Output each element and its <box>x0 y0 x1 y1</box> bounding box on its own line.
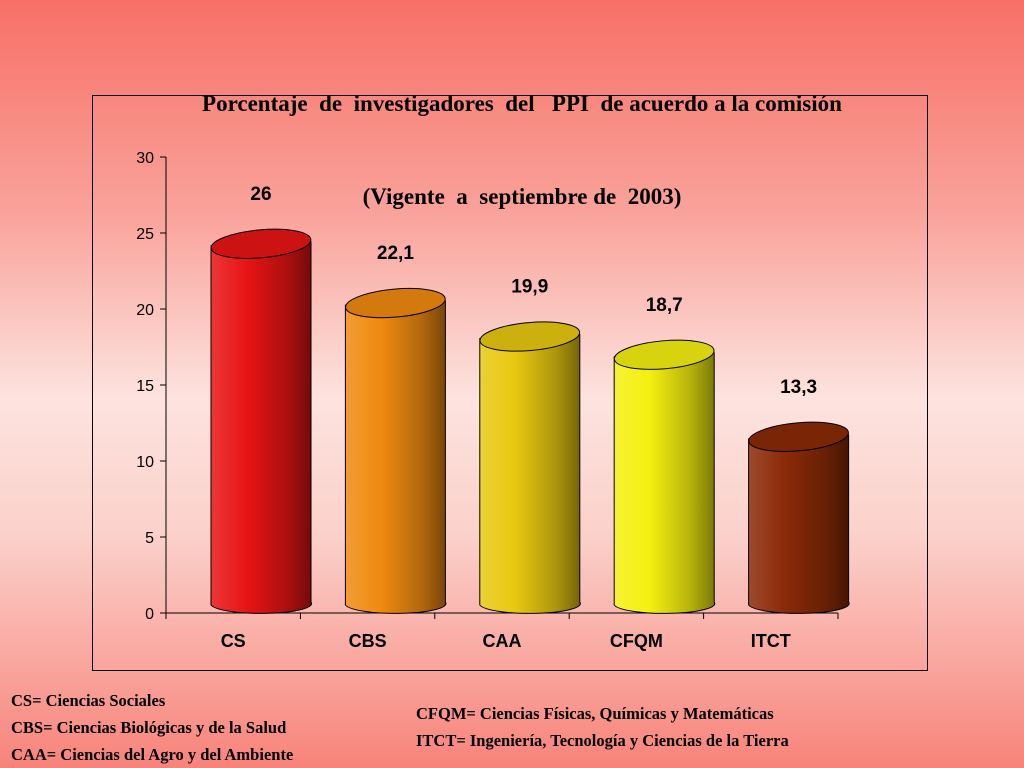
bar-top-ITCT <box>748 421 849 452</box>
bar-top-CFQM <box>613 339 715 370</box>
abbreviation-note: CFQM= Ciencias Físicas, Químicas y Matem… <box>416 704 774 723</box>
data-label: 22,1 <box>377 243 414 264</box>
bar-top-CBS <box>345 287 446 319</box>
x-tick-label: CAA <box>483 631 522 651</box>
abbreviation-note: ITCT= Ingeniería, Tecnología y Ciencias … <box>416 731 789 750</box>
y-tick-label: 30 <box>136 150 154 167</box>
abbreviation-note: CS= Ciencias Sociales <box>11 691 166 710</box>
y-tick-label: 0 <box>145 606 154 623</box>
abbreviation-note: CAA= Ciencias del Agro y del Ambiente <box>11 745 294 764</box>
x-tick-label: CFQM <box>610 631 663 651</box>
data-label: 19,9 <box>511 277 548 298</box>
data-label: 13,3 <box>780 377 817 398</box>
x-tick-label: ITCT <box>751 631 791 651</box>
chart-title-line-2: (Vigente a septiembre de 2003) <box>362 184 682 209</box>
abbreviation-note: CBS= Ciencias Biológicas y de la Salud <box>11 718 287 737</box>
bar-ITCT <box>748 434 850 614</box>
bar-CFQM <box>613 352 716 614</box>
data-label: 26 <box>250 184 271 205</box>
bar-top-CS <box>210 228 312 259</box>
y-tick-label: 5 <box>145 530 154 547</box>
y-tick-label: 15 <box>136 378 154 395</box>
y-tick-label: 20 <box>136 302 154 319</box>
bar-CBS <box>344 300 447 614</box>
y-tick-label: 10 <box>136 454 154 471</box>
bar-top-CAA <box>479 321 581 352</box>
x-tick-label: CS <box>221 631 246 651</box>
x-tick-label: CBS <box>349 631 387 651</box>
y-tick-label: 25 <box>136 226 154 243</box>
bar-CS <box>210 241 313 614</box>
bar-CAA <box>479 333 581 614</box>
abbreviation-notes-right: CFQM= Ciencias Físicas, Químicas y Matem… <box>416 700 789 754</box>
abbreviation-notes-left: CS= Ciencias Sociales CBS= Ciencias Biol… <box>11 687 293 768</box>
data-label: 18,7 <box>646 295 683 316</box>
chart-frame <box>92 95 928 671</box>
